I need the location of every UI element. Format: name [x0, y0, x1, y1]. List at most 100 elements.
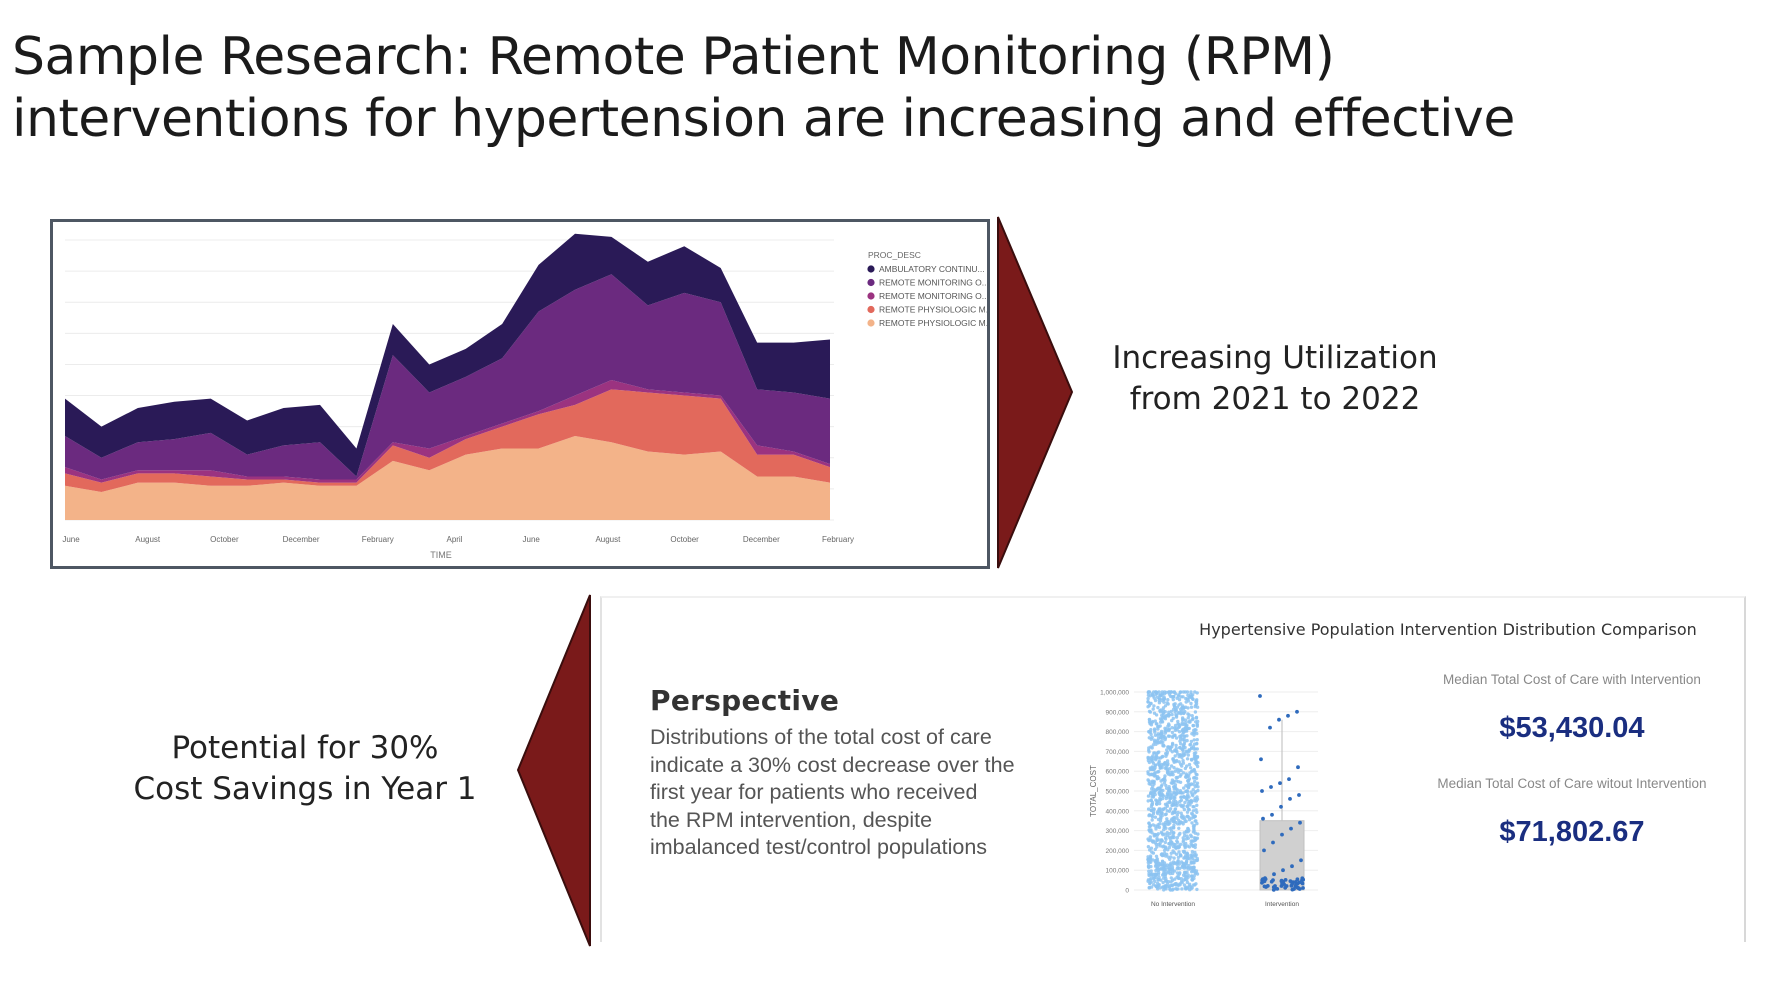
no-intervention-point	[1149, 791, 1153, 795]
no-intervention-point	[1176, 770, 1181, 774]
no-intervention-point	[1160, 839, 1164, 843]
intervention-point	[1280, 881, 1284, 886]
y-axis-label: TOTAL_COST	[1089, 765, 1098, 817]
no-intervention-point	[1161, 880, 1165, 885]
perspective-line: the RPM intervention, despite	[650, 807, 933, 832]
no-intervention-point	[1153, 847, 1157, 852]
no-intervention-point	[1174, 790, 1179, 795]
no-intervention-point	[1161, 866, 1165, 871]
no-intervention-point	[1156, 741, 1160, 745]
no-intervention-point	[1186, 856, 1190, 860]
no-intervention-point	[1169, 690, 1174, 694]
intervention-point	[1271, 878, 1275, 882]
no-intervention-point	[1177, 698, 1182, 702]
no-intervention-point	[1191, 844, 1195, 848]
no-intervention-point	[1194, 858, 1199, 863]
no-intervention-point	[1175, 816, 1179, 820]
no-intervention-point	[1164, 845, 1168, 849]
no-intervention-point	[1173, 795, 1177, 799]
savings-caption-line-1: Potential for 30%	[171, 730, 439, 766]
x-tick-label: August	[135, 535, 161, 544]
cost-distribution-chart: 0 100,000 200,000 300,000 400,000 500,000 600,…	[1089, 690, 1318, 908]
no-intervention-point	[1174, 775, 1178, 780]
no-intervention-point	[1170, 865, 1175, 869]
legend-swatch	[867, 265, 875, 273]
intervention-point	[1278, 781, 1282, 785]
no-intervention-point	[1147, 813, 1151, 818]
no-intervention-point	[1173, 723, 1178, 728]
no-intervention-point	[1194, 720, 1198, 724]
no-intervention-point	[1191, 788, 1195, 792]
utilization-caption-line-2: from 2021 to 2022	[1129, 381, 1421, 417]
no-intervention-point	[1167, 767, 1172, 771]
no-intervention-point	[1171, 694, 1176, 699]
no-intervention-point	[1160, 693, 1164, 698]
no-intervention-point	[1165, 852, 1169, 856]
no-intervention-point	[1150, 735, 1154, 740]
no-intervention-point	[1185, 690, 1190, 694]
no-intervention-point	[1172, 790, 1176, 795]
no-intervention-point	[1151, 877, 1156, 881]
no-intervention-point	[1146, 700, 1150, 704]
no-intervention-point	[1152, 727, 1157, 731]
no-intervention-point	[1174, 787, 1178, 791]
no-intervention-point	[1183, 870, 1187, 875]
no-intervention-point	[1191, 716, 1195, 721]
area-series-4	[65, 274, 830, 480]
no-intervention-point	[1173, 810, 1177, 814]
intervention-point	[1279, 804, 1283, 809]
intervention-point	[1262, 884, 1267, 889]
no-intervention-point	[1179, 879, 1184, 884]
median-without-intervention-value: $71,802.67	[1499, 816, 1645, 848]
no-intervention-point	[1163, 875, 1167, 879]
legend-swatch	[867, 319, 875, 327]
intervention-point	[1265, 884, 1270, 888]
no-intervention-point	[1168, 883, 1173, 888]
no-intervention-point	[1195, 754, 1200, 759]
page-title: Sample Research: Remote Patient Monitori…	[12, 26, 1515, 150]
no-intervention-point	[1192, 738, 1196, 742]
no-intervention-point	[1165, 748, 1169, 752]
no-intervention-point	[1149, 728, 1153, 732]
no-intervention-point	[1161, 788, 1165, 793]
no-intervention-point	[1179, 695, 1183, 699]
no-intervention-point	[1186, 716, 1190, 720]
no-intervention-point	[1178, 883, 1182, 887]
no-intervention-point	[1186, 836, 1190, 840]
no-intervention-point	[1178, 723, 1182, 727]
perspective-line: Distributions of the total cost of care	[650, 725, 992, 749]
no-intervention-point	[1146, 778, 1150, 782]
x-tick-label: No Intervention	[1151, 901, 1195, 908]
no-intervention-point	[1176, 865, 1180, 869]
y-tick-label: 400,000	[1106, 808, 1130, 815]
no-intervention-point	[1165, 817, 1169, 821]
no-intervention-point	[1170, 718, 1174, 723]
no-intervention-point	[1153, 719, 1157, 723]
intervention-point	[1301, 886, 1305, 890]
no-intervention-point	[1148, 730, 1153, 734]
no-intervention-point	[1171, 734, 1175, 738]
no-intervention-point	[1146, 794, 1151, 798]
no-intervention-point	[1186, 712, 1190, 716]
no-intervention-point	[1180, 764, 1184, 768]
no-intervention-point	[1195, 705, 1200, 709]
no-intervention-point	[1146, 690, 1151, 694]
intervention-point	[1258, 694, 1262, 698]
legend-swatch	[867, 278, 875, 287]
no-intervention-point	[1155, 690, 1159, 695]
no-intervention-point	[1195, 764, 1200, 769]
no-intervention-point	[1175, 728, 1179, 732]
no-intervention-point	[1154, 722, 1158, 726]
x-tick-label: February	[362, 535, 394, 544]
no-intervention-point	[1195, 723, 1199, 727]
no-intervention-point	[1173, 754, 1177, 758]
no-intervention-point	[1192, 876, 1196, 881]
no-intervention-point	[1173, 769, 1178, 773]
no-intervention-point	[1146, 770, 1150, 774]
no-intervention-point	[1163, 822, 1167, 827]
no-intervention-point	[1149, 808, 1153, 813]
no-intervention-point	[1159, 731, 1163, 736]
no-intervention-point	[1147, 750, 1151, 754]
no-intervention-point	[1174, 887, 1178, 891]
intervention-point	[1290, 864, 1294, 869]
